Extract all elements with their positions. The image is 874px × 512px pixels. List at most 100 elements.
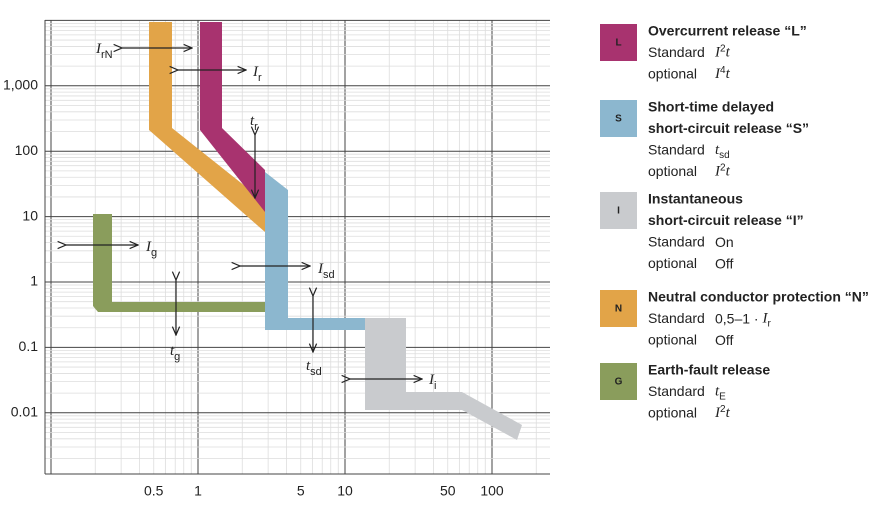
x-tick-label: 50 <box>440 483 456 499</box>
legend-title: short-circuit release “I” <box>648 212 804 228</box>
legend-key <box>600 192 637 229</box>
band-n <box>149 22 265 232</box>
annotation: Ii <box>428 372 436 391</box>
legend-value-part: I <box>714 66 721 82</box>
annotation: tr <box>250 113 258 132</box>
annotation-main: I <box>95 41 102 57</box>
legend-value-part: I <box>714 45 721 61</box>
legend-value-part: 2 <box>720 43 726 54</box>
annotation-main: I <box>252 64 259 80</box>
legend-row-value: I2t <box>714 162 731 180</box>
annotation: IrN <box>95 41 113 60</box>
legend-value-part: Off <box>715 255 734 271</box>
legend-key-label: G <box>615 377 623 388</box>
y-tick-label: 100 <box>15 142 39 158</box>
legend-row-label: Standard <box>648 44 705 60</box>
legend-row-value: Off <box>715 332 734 348</box>
legend-title: Short-time delayed <box>648 99 774 115</box>
annotation-main: t <box>170 343 175 359</box>
arrows <box>66 48 422 379</box>
legend-row-label: Standard <box>648 310 705 326</box>
legend-value-part: sd <box>719 150 730 161</box>
legend-row-value: I4t <box>714 65 731 83</box>
annotation-sub: r <box>258 72 262 84</box>
legend-value-part: Off <box>715 332 734 348</box>
x-tick-label: 1 <box>194 483 202 499</box>
legend-title: Overcurrent release “L” <box>648 23 807 39</box>
legend-value-part: r <box>767 318 771 329</box>
legend-key <box>600 24 637 61</box>
annotation-sub: sd <box>310 366 322 378</box>
legend-row-label: Standard <box>648 234 705 250</box>
legend-value-part: t <box>715 142 720 158</box>
legend-title: Instantaneous <box>648 191 743 207</box>
annotation-sub: g <box>174 351 180 363</box>
legend-row-label: Standard <box>648 142 705 158</box>
x-tick-label: 100 <box>480 483 504 499</box>
legend-title: Neutral conductor protection “N” <box>648 289 869 305</box>
y-tick-label: 0.01 <box>11 404 38 420</box>
legend-row-label: optional <box>648 255 697 271</box>
legend-row-label: optional <box>648 163 697 179</box>
legend-row-label: Standard <box>648 383 705 399</box>
legend-value-part: 0,5–1 · <box>715 310 762 326</box>
legend-value-part: 2 <box>720 404 726 415</box>
legend-row-value: tE <box>715 384 726 402</box>
annotation: Ir <box>252 64 262 83</box>
legend-value-part: t <box>715 384 720 400</box>
annotation-sub: r <box>254 121 258 133</box>
y-tick-label: 10 <box>22 207 38 223</box>
legend-value-part: t <box>726 45 731 61</box>
legend-key-label: I <box>617 206 620 217</box>
legend-row-value: 0,5–1 · Ir <box>715 310 771 329</box>
x-tick-label: 5 <box>297 483 305 499</box>
y-tick-label: 1,000 <box>3 77 38 93</box>
annotation-main: I <box>428 372 435 388</box>
legend-row-value: tsd <box>715 142 730 160</box>
annotation-main: I <box>145 239 152 255</box>
annotation-sub: sd <box>323 269 335 281</box>
annotation: Isd <box>317 261 335 280</box>
legend-title: short-circuit release “S” <box>648 120 809 136</box>
annotation-sub: rN <box>101 49 113 61</box>
annotation-sub: g <box>151 247 157 259</box>
legend-key-label: L <box>615 38 621 49</box>
annotation: tsd <box>306 358 322 377</box>
legend-key-label: S <box>615 114 622 125</box>
x-tick-label: 0.5 <box>144 483 164 499</box>
legend-value-part: t <box>726 405 731 421</box>
legend-key-label: N <box>615 304 622 315</box>
x-tick-label: 10 <box>337 483 353 499</box>
annotation: Ig <box>145 239 157 258</box>
legend-value-part: I <box>761 311 768 327</box>
legend-row-value: On <box>715 234 734 250</box>
band-s <box>265 172 365 330</box>
legend-value-part: t <box>726 66 731 82</box>
legend-key <box>600 100 637 137</box>
legend-key <box>600 290 637 327</box>
bands <box>93 22 522 440</box>
y-tick-label: 1 <box>30 273 38 289</box>
legend-row-value: I2t <box>714 43 731 61</box>
legend-value-part: E <box>719 391 726 402</box>
legend-row-value: Off <box>715 255 734 271</box>
annotation-sub: i <box>434 380 436 392</box>
y-tick-label: 0.1 <box>19 338 39 354</box>
annotation-main: t <box>306 358 311 374</box>
legend-title: Earth-fault release <box>648 362 770 378</box>
annotation-main: t <box>250 113 255 129</box>
legend-value-part: 4 <box>720 65 726 76</box>
annotation-main: I <box>317 261 324 277</box>
legend-row-value: I2t <box>714 404 731 422</box>
legend-key <box>600 363 637 400</box>
legend-row-label: optional <box>648 405 697 421</box>
legend-value-part: t <box>726 164 731 180</box>
legend-value-part: On <box>715 234 734 250</box>
legend-value-part: I <box>714 164 721 180</box>
legend-value-part: I <box>714 405 721 421</box>
legend-row-label: optional <box>648 332 697 348</box>
annotation: tg <box>170 343 180 362</box>
